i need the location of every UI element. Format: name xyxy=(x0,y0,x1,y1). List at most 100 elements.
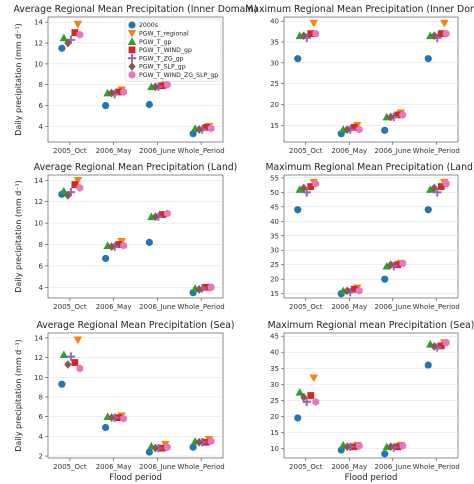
y-tick-label: 45 xyxy=(270,333,279,341)
data-point xyxy=(355,125,363,134)
series-PGW_T_SLP_gp xyxy=(300,31,438,134)
y-tick-label: 2 xyxy=(39,453,43,461)
data-point xyxy=(59,350,69,359)
y-tick-label: 25 xyxy=(270,261,279,269)
data-point xyxy=(381,126,389,134)
data-point xyxy=(309,19,318,28)
data-point xyxy=(102,254,110,263)
data-point xyxy=(442,179,450,188)
y-tick-label: 40 xyxy=(270,349,279,357)
legend-label: PGW_T_WIND_ZG_SLP_gp xyxy=(139,72,218,79)
plot-area xyxy=(47,174,224,299)
data-point xyxy=(430,342,438,351)
chart-panel-5: 2 4 6 8 10 12 14 2005_Oct 2006_May 2006_June Whole… xyxy=(14,320,235,483)
y-tick-label: 6 xyxy=(39,102,44,110)
data-point xyxy=(437,342,445,350)
y-tick-label: 45 xyxy=(270,203,279,211)
chart-title: Maximum Regional Mean Precipitation (Inn… xyxy=(245,4,474,15)
data-point xyxy=(300,392,308,402)
data-point xyxy=(120,241,127,250)
data-point xyxy=(59,33,69,42)
data-point xyxy=(108,413,116,423)
y-tick-label: 4 xyxy=(39,284,44,292)
data-point xyxy=(207,437,215,446)
series-PGW_T_WIND_gp xyxy=(307,183,445,293)
data-point xyxy=(399,111,407,119)
data-point xyxy=(294,206,302,214)
data-point xyxy=(424,361,432,369)
x-tick-label: Whole_Period xyxy=(413,463,460,471)
series-2000s xyxy=(58,380,197,456)
data-point xyxy=(158,82,166,90)
data-point xyxy=(108,242,116,252)
data-point xyxy=(145,100,153,109)
data-point xyxy=(343,286,351,296)
data-point xyxy=(108,88,116,98)
y-tick-label: 30 xyxy=(270,381,279,389)
data-point xyxy=(164,80,171,89)
data-point xyxy=(394,111,402,119)
legend-marker xyxy=(127,29,137,38)
series-PGW_T_SLP_gp xyxy=(300,183,438,296)
plot-area xyxy=(283,174,459,299)
data-point xyxy=(350,285,358,293)
data-point xyxy=(295,185,304,193)
series-PGW_T_WIND_ZG_SLP_gp xyxy=(76,364,215,452)
data-point xyxy=(207,124,215,133)
y-tick-label: 40 xyxy=(270,218,279,226)
data-point xyxy=(307,30,315,38)
data-point xyxy=(382,261,391,270)
x-tick-label: Whole_Period xyxy=(178,463,225,471)
data-point xyxy=(312,29,320,38)
x-tick-label: Whole_Period xyxy=(413,303,460,311)
data-point xyxy=(58,380,66,388)
y-tick-label: 30 xyxy=(270,247,279,255)
data-point xyxy=(64,190,72,200)
data-point xyxy=(145,448,153,456)
y-tick-label: 20 xyxy=(270,101,279,109)
data-point xyxy=(73,176,83,185)
y-tick-label: 50 xyxy=(270,189,279,197)
data-point xyxy=(64,360,72,369)
x-tick-label: 2005_Oct xyxy=(53,303,87,311)
y-tick-label: 12 xyxy=(34,198,43,206)
y-tick-label: 15 xyxy=(270,429,279,437)
data-point xyxy=(437,183,445,190)
data-point xyxy=(59,186,69,195)
series-PGW_T_WIND_gp xyxy=(71,181,210,291)
data-point xyxy=(307,183,315,190)
legend-marker xyxy=(128,21,136,29)
data-point xyxy=(343,125,351,134)
data-point xyxy=(424,55,432,63)
data-point xyxy=(76,364,84,373)
y-tick-label: 10 xyxy=(270,445,279,453)
y-tick-label: 30 xyxy=(270,59,279,67)
y-axis-label: Daily precipitation (mm d⁻¹) xyxy=(14,339,23,452)
data-point xyxy=(300,183,308,193)
data-point xyxy=(312,179,320,188)
series-PGW_T_WIND_ZG_SLP_gp xyxy=(312,179,450,295)
x-tick-label: 2006_May xyxy=(331,147,367,155)
x-tick-label: 2005_Oct xyxy=(289,303,323,311)
y-tick-label: 15 xyxy=(270,122,279,130)
data-point xyxy=(202,283,210,291)
data-point xyxy=(294,414,302,422)
legend-marker xyxy=(127,54,137,63)
data-point xyxy=(66,352,76,361)
y-tick-label: 8 xyxy=(39,241,43,249)
data-point xyxy=(394,261,402,269)
x-tick-label: 2006_May xyxy=(96,147,132,155)
data-point xyxy=(189,130,197,138)
data-point xyxy=(151,212,159,222)
series-PGW_T_WIND_gp xyxy=(71,29,210,131)
data-point xyxy=(442,29,450,38)
x-tick-label: 2005_Oct xyxy=(289,463,323,471)
data-point xyxy=(300,31,308,41)
data-point xyxy=(387,112,395,122)
data-point xyxy=(195,285,203,294)
y-axis-label: Daily precipitation (mm d⁻¹) xyxy=(14,180,23,293)
legend-label: PGW_T_gp xyxy=(139,39,172,46)
x-tick-label: 2006_June xyxy=(139,147,176,155)
series-PGW_T_SLP_gp xyxy=(300,342,438,452)
